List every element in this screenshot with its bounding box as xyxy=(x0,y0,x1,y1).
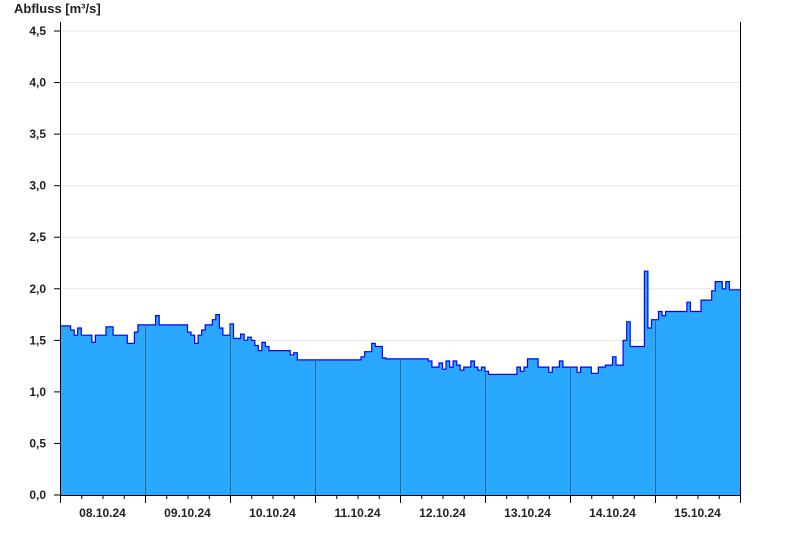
y-tick-label: 3,5 xyxy=(29,127,46,141)
day-separators xyxy=(145,319,656,495)
x-tick-labels: 08.10.24 09.10.24 10.10.24 11.10.24 12.10.24… xyxy=(79,506,721,520)
y-tick-label: 0,0 xyxy=(29,488,46,502)
y-tick-label: 3,0 xyxy=(29,179,46,193)
discharge-line xyxy=(60,270,740,375)
axes xyxy=(54,22,741,503)
y-tick-label: 4,0 xyxy=(29,76,46,90)
y-tick-label: 1,5 xyxy=(29,333,46,347)
y-tick-label: 1,0 xyxy=(29,385,46,399)
x-tick-label: 08.10.24 xyxy=(79,506,126,520)
x-tick-label: 14.10.24 xyxy=(589,506,636,520)
y-tick-label: 4,5 xyxy=(29,24,46,38)
y-tick-label: 2,5 xyxy=(29,230,46,244)
x-tick-label: 09.10.24 xyxy=(164,506,211,520)
x-tick-label: 15.10.24 xyxy=(674,506,721,520)
x-tick-label: 12.10.24 xyxy=(419,506,466,520)
y-tick-labels: 0,0 0,5 1,0 1,5 2,0 2,5 3,0 3,5 4,0 4,5 xyxy=(29,24,46,502)
x-tick-label: 10.10.24 xyxy=(249,506,296,520)
x-tick-label: 13.10.24 xyxy=(504,506,551,520)
x-tick-label: 11.10.24 xyxy=(334,506,380,520)
y-tick-label: 0,5 xyxy=(29,436,46,450)
y-tick-label: 2,0 xyxy=(29,282,46,296)
y-axis-title: Abfluss [m³/s] xyxy=(14,1,101,16)
